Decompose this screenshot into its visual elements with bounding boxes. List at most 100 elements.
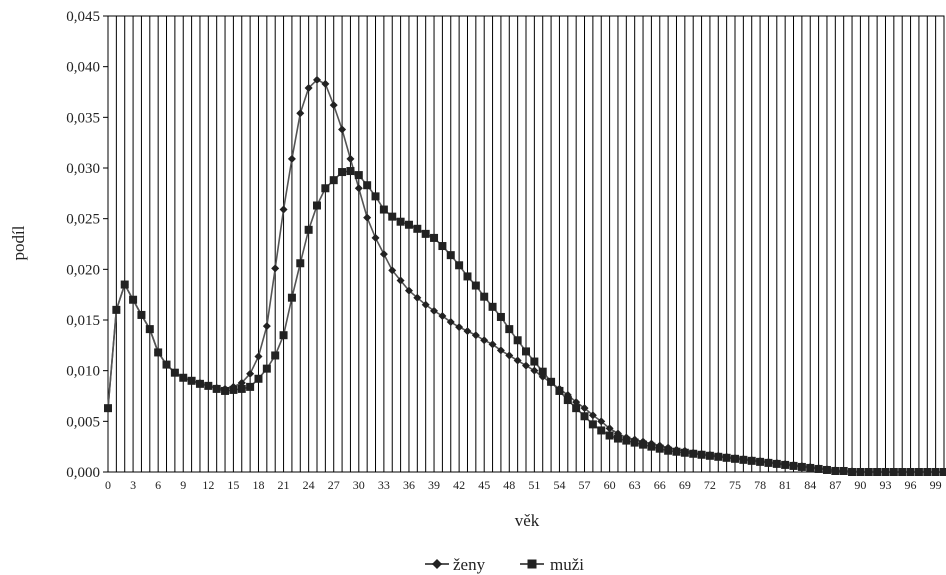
data-point-muzi — [254, 374, 263, 383]
data-point-muzi — [170, 368, 179, 377]
data-point-muzi — [522, 347, 530, 356]
x-tick-label: 84 — [804, 478, 816, 492]
data-point-zeny — [246, 369, 255, 378]
data-point-muzi — [162, 360, 171, 369]
data-point-muzi — [555, 386, 564, 395]
data-point-zeny — [513, 356, 522, 365]
data-point-muzi — [839, 466, 848, 475]
data-point-zeny — [588, 411, 597, 420]
data-point-muzi — [613, 434, 622, 443]
x-tick-label: 72 — [704, 478, 716, 492]
data-point-muzi — [229, 385, 238, 394]
data-point-muzi — [463, 272, 472, 281]
x-tick-label: 18 — [252, 478, 264, 492]
x-tick-label: 3 — [130, 478, 136, 492]
data-point-muzi — [421, 229, 430, 238]
data-point-zeny — [346, 154, 355, 163]
data-point-muzi — [104, 404, 112, 413]
data-point-muzi — [914, 468, 923, 476]
x-tick-label: 39 — [428, 478, 440, 492]
data-point-muzi — [379, 205, 388, 214]
data-point-muzi — [806, 463, 815, 472]
data-point-zeny — [296, 109, 305, 118]
data-point-zeny — [572, 398, 581, 407]
data-point-muzi — [112, 305, 121, 314]
x-tick-label: 81 — [779, 478, 791, 492]
data-point-muzi — [471, 281, 480, 290]
data-point-muzi — [756, 457, 765, 466]
data-point-zeny — [530, 366, 539, 375]
data-point-zeny — [363, 213, 372, 222]
data-point-muzi — [388, 212, 397, 221]
data-point-zeny — [496, 346, 505, 355]
data-point-zeny — [388, 266, 397, 275]
data-point-muzi — [513, 336, 522, 345]
y-axis-label: podíl — [9, 225, 28, 260]
data-point-zeny — [338, 125, 347, 134]
series-layer — [104, 75, 946, 476]
x-tick-label: 57 — [579, 478, 591, 492]
legend-item-zeny: ženy — [425, 555, 486, 574]
x-tick-label: 87 — [829, 478, 841, 492]
data-point-muzi — [572, 404, 581, 413]
data-point-muzi — [747, 456, 756, 465]
data-point-zeny — [262, 322, 271, 331]
x-tick-label: 78 — [754, 478, 766, 492]
x-tick-label: 0 — [105, 478, 111, 492]
legend-label-muzi: muži — [550, 555, 584, 574]
data-point-muzi — [371, 192, 380, 201]
data-point-muzi — [530, 357, 539, 366]
data-point-muzi — [413, 224, 422, 233]
data-point-zeny — [446, 318, 455, 327]
data-point-muzi — [237, 384, 246, 393]
data-point-muzi — [597, 426, 606, 435]
data-point-zeny — [455, 323, 464, 332]
data-point-muzi — [580, 412, 589, 421]
data-point-zeny — [438, 311, 447, 320]
data-point-zeny — [580, 404, 589, 413]
data-point-zeny — [505, 351, 514, 360]
x-tick-label: 15 — [227, 478, 239, 492]
data-point-zeny — [287, 154, 296, 163]
x-tick-label: 60 — [604, 478, 616, 492]
x-tick-label: 51 — [528, 478, 540, 492]
data-point-muzi — [304, 225, 313, 234]
data-point-muzi — [271, 351, 280, 360]
data-point-muzi — [262, 364, 271, 373]
x-tick-label: 36 — [403, 478, 415, 492]
data-point-muzi — [137, 310, 146, 319]
y-tick-label: 0,030 — [66, 161, 100, 177]
x-tick-label: 93 — [879, 478, 891, 492]
data-point-zeny — [488, 340, 497, 349]
series-zeny — [104, 75, 946, 476]
y-axis-ticks: 0,000 0,005 0,010 0,015 0,020 0,025 0,030 0,035… — [66, 9, 108, 481]
x-tick-label: 30 — [353, 478, 365, 492]
data-point-muzi — [940, 468, 946, 476]
data-point-muzi — [588, 420, 597, 429]
data-point-muzi — [714, 452, 723, 461]
data-point-muzi — [438, 242, 447, 251]
data-point-muzi — [329, 176, 338, 185]
data-point-muzi — [204, 381, 213, 390]
data-point-muzi — [655, 444, 664, 453]
data-point-zeny — [279, 205, 288, 214]
data-point-muzi — [647, 442, 656, 451]
data-point-muzi — [722, 453, 731, 462]
data-point-zeny — [396, 276, 405, 285]
y-tick-label: 0,025 — [66, 212, 100, 228]
data-point-muzi — [212, 384, 221, 393]
data-point-muzi — [246, 382, 255, 391]
legend-label-zeny: ženy — [453, 555, 486, 574]
data-point-muzi — [680, 448, 689, 457]
y-tick-label: 0,035 — [66, 110, 100, 126]
data-point-zeny — [304, 83, 313, 92]
data-point-muzi — [630, 438, 639, 447]
data-point-muzi — [354, 171, 363, 180]
data-point-zeny — [254, 352, 263, 361]
x-axis-label: věk — [515, 511, 540, 530]
x-tick-label: 21 — [278, 478, 290, 492]
data-point-muzi — [480, 292, 489, 301]
data-point-zeny — [480, 336, 489, 345]
data-point-zeny — [237, 378, 246, 387]
